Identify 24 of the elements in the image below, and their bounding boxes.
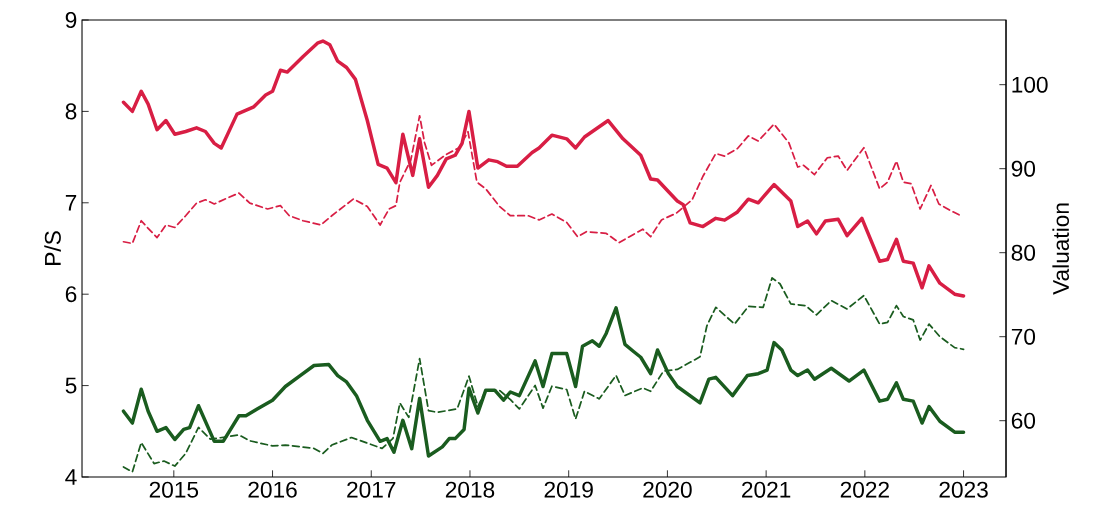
y-tick-label: 9 [65, 11, 77, 29]
y-axis-title: P/S [44, 231, 61, 265]
line-series [122, 277, 965, 473]
x-tick-label: 2020 [643, 481, 692, 498]
y-tick-label: 8 [65, 103, 77, 120]
x-tick-label: 2021 [742, 481, 791, 498]
y2-tick-label: 80 [1011, 244, 1036, 261]
y2-tick-label: 90 [1011, 160, 1036, 177]
line-series [121, 39, 966, 298]
y2-tick-label: 100 [1012, 76, 1048, 93]
x-tick-label: 2016 [248, 481, 297, 498]
x-tick-label: 2017 [347, 481, 396, 498]
x-tick-label: 2019 [544, 481, 593, 498]
y2-axis-title: Valuation [1052, 203, 1070, 295]
x-tick-label: 2023 [939, 481, 988, 498]
y2-tick-label: 70 [1011, 328, 1036, 345]
y2-tick-label: 60 [1011, 412, 1036, 429]
y-tick-label: 7 [65, 194, 77, 211]
y-tick-label: 6 [65, 286, 77, 303]
y-tick-label: 5 [65, 377, 77, 394]
x-tick-label: 2018 [445, 481, 495, 498]
y-tick-label: 4 [65, 469, 77, 485]
x-tick-label: 2015 [149, 481, 199, 498]
x-tick-label: 2022 [840, 481, 889, 498]
